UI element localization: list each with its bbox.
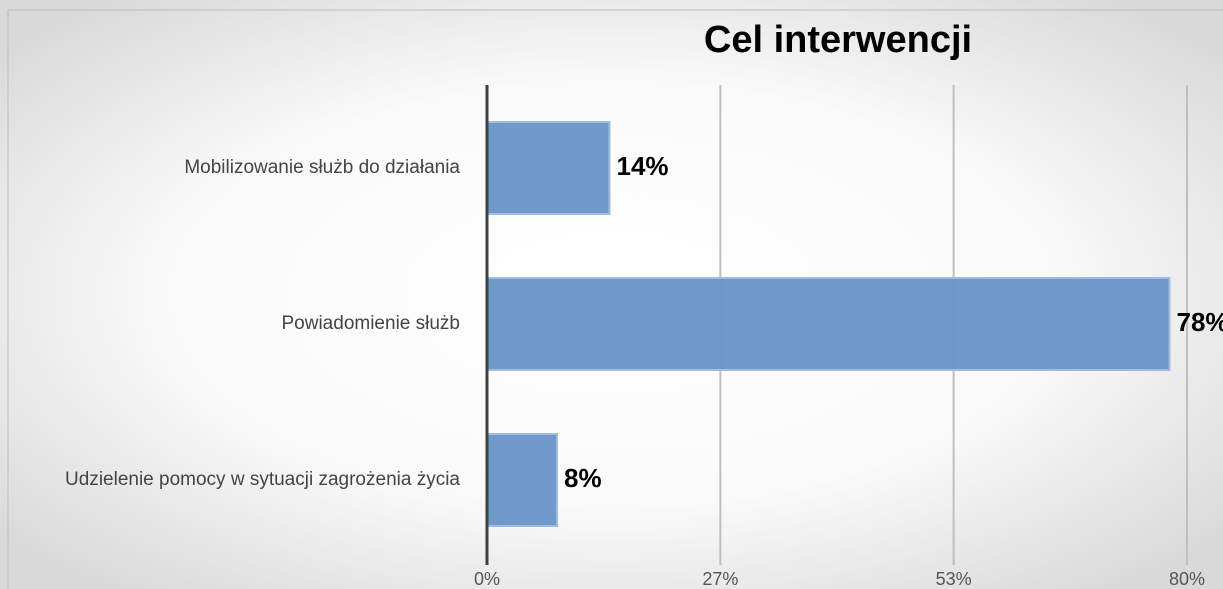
- x-tick-label: 27%: [702, 569, 738, 589]
- x-tick-label: 53%: [936, 569, 972, 589]
- y-tick-label: Udzielenie pomocy w sytuacji zagrożenia …: [65, 469, 460, 490]
- value-label: 14%: [617, 151, 669, 181]
- y-tick-label: Mobilizowanie służb do działania: [184, 157, 460, 178]
- bar: [486, 121, 611, 215]
- bar: [486, 277, 1171, 371]
- value-label: 8%: [564, 463, 602, 493]
- x-tick-label: 0%: [474, 569, 500, 589]
- bar: [486, 433, 558, 527]
- y-tick-label: Powiadomienie służb: [282, 313, 461, 334]
- value-label: 78%: [1177, 307, 1223, 337]
- x-tick-label: 80%: [1169, 569, 1205, 589]
- chart-title: Cel interwencji: [704, 19, 972, 61]
